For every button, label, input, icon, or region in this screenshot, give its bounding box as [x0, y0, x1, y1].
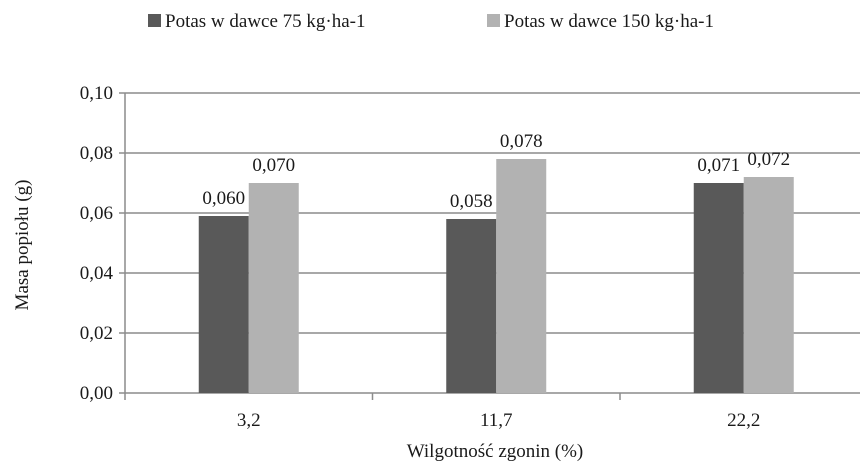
- data-label: 0,072: [747, 149, 790, 170]
- legend-swatch: [148, 14, 161, 27]
- y-tick-label: 0,02: [80, 323, 113, 344]
- legend: Potas w dawce 75 kg·ha-1 Potas w dawce 15…: [148, 11, 714, 32]
- y-tick-label: 0,00: [80, 383, 113, 404]
- bar: [248, 183, 299, 393]
- data-label: 0,060: [202, 188, 245, 209]
- x-axis-title: Wilgotność zgonin (%): [407, 441, 584, 462]
- y-axis-title: Masa popiołu (g): [12, 180, 33, 311]
- bar: [743, 177, 794, 393]
- bar: [446, 219, 497, 393]
- x-tick-label: 22,2: [727, 410, 760, 431]
- bar: [198, 216, 249, 393]
- bar: [693, 183, 744, 393]
- data-labels: 0,060 0,070 0,058 0,078 0,071 0,072: [202, 131, 790, 212]
- data-label: 0,058: [450, 191, 493, 212]
- x-tick-label: 3,2: [237, 410, 261, 431]
- x-tick-label: 11,7: [480, 410, 513, 431]
- y-tick-label: 0,04: [80, 263, 114, 284]
- bar: [496, 159, 547, 393]
- data-label: 0,070: [252, 155, 295, 176]
- legend-swatch: [487, 14, 500, 27]
- legend-label: Potas w dawce 150 kg·ha-1: [504, 11, 714, 32]
- y-tick-label: 0,06: [80, 203, 113, 224]
- legend-label: Potas w dawce 75 kg·ha-1: [165, 11, 366, 32]
- data-label: 0,071: [697, 155, 740, 176]
- data-label: 0,078: [500, 131, 543, 152]
- y-tick-label: 0,08: [80, 143, 113, 164]
- y-tick-label: 0,10: [80, 83, 113, 104]
- bars: [198, 159, 794, 393]
